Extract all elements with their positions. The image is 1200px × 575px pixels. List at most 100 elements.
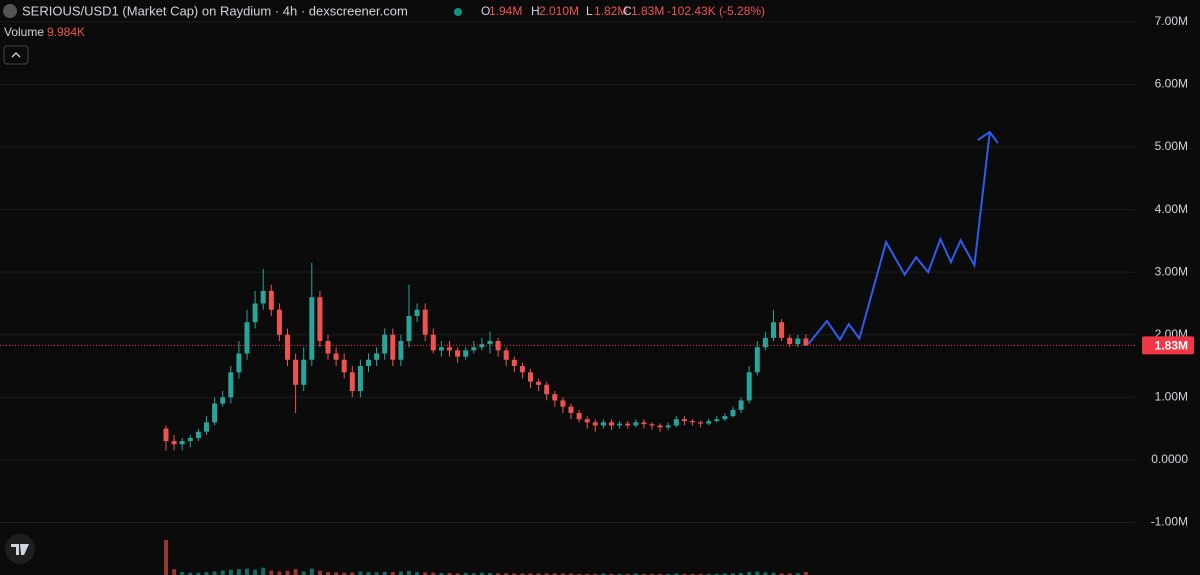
- candle-body: [163, 428, 169, 442]
- candle-body: [730, 409, 736, 417]
- candle-body: [301, 359, 307, 385]
- volume-bar: [407, 570, 411, 575]
- y-tick-label: 1.00M: [1155, 389, 1188, 403]
- candle-body: [568, 406, 574, 413]
- volume-bar: [228, 569, 233, 575]
- candle-body: [414, 309, 420, 316]
- volume-bar: [204, 572, 209, 575]
- volume-bar: [236, 569, 241, 575]
- candle-body: [382, 334, 388, 354]
- projection-line: [807, 131, 991, 345]
- volume-bar: [528, 573, 533, 575]
- candle-body: [690, 421, 695, 423]
- candle-body: [252, 303, 258, 323]
- volume-bar: [552, 573, 557, 575]
- volume-bar: [447, 572, 452, 575]
- volume-bar: [285, 570, 290, 575]
- candle-body: [536, 381, 542, 385]
- candle-body: [746, 372, 752, 401]
- volume-bar: [682, 573, 687, 575]
- candle-body: [673, 419, 679, 426]
- candle-body: [366, 359, 371, 367]
- volume-bar: [212, 571, 217, 575]
- volume-bar: [398, 571, 403, 575]
- price-label-box: [1142, 336, 1194, 355]
- candle-body: [447, 347, 452, 351]
- volume-bar: [641, 573, 646, 575]
- candle-body: [293, 359, 299, 385]
- volume-bar: [560, 573, 565, 575]
- candle-body: [649, 424, 655, 426]
- candle-body: [317, 297, 323, 341]
- logo-circle[interactable]: [5, 534, 35, 564]
- candle-body: [390, 334, 396, 360]
- candle-body: [584, 419, 590, 423]
- legend-value: 1.94M: [489, 4, 522, 18]
- candle-body: [657, 425, 663, 428]
- candle-body: [212, 403, 218, 423]
- legend-label: L: [586, 4, 593, 18]
- legend-label: C: [623, 4, 632, 18]
- volume-bar: [269, 570, 274, 575]
- candle-body: [236, 353, 242, 373]
- candle-body: [795, 338, 801, 345]
- candle-body: [698, 422, 704, 424]
- volume-bar: [609, 573, 614, 575]
- button-frame[interactable]: [3, 45, 29, 65]
- candle-body: [738, 400, 744, 410]
- logo-mark[interactable]: [11, 544, 29, 555]
- chart-title: SERIOUS/USD1 (Market Cap) on Raydium · 4…: [22, 3, 408, 18]
- volume-bar: [771, 572, 776, 575]
- volume-bar: [787, 573, 792, 575]
- volume-bar: [496, 573, 501, 575]
- volume-bar: [585, 573, 590, 575]
- volume-bar: [431, 572, 436, 575]
- candle-body: [285, 334, 290, 360]
- caret-icon[interactable]: [11, 52, 21, 58]
- tv-logo[interactable]: [5, 534, 35, 564]
- projection-arrowhead: [977, 130, 999, 144]
- candle-body: [503, 350, 509, 360]
- candle-body: [592, 422, 598, 426]
- status-dot: [454, 8, 462, 16]
- legend-value: 1.82M: [594, 4, 627, 18]
- candle-body: [641, 422, 647, 425]
- volume-bar: [390, 572, 395, 575]
- volume-bar: [164, 540, 168, 575]
- volume-bar: [690, 573, 695, 575]
- candle-body: [260, 290, 266, 304]
- volume-bar: [488, 572, 492, 575]
- volume-bar: [350, 572, 355, 575]
- candle-body: [195, 431, 201, 438]
- marks: [0, 130, 1135, 575]
- candle-body: [471, 347, 477, 351]
- candle-body: [438, 347, 444, 351]
- candle-body: [309, 297, 315, 360]
- y-tick-label: 4.00M: [1155, 202, 1188, 216]
- candle-body: [617, 423, 623, 426]
- symbol-icon: [3, 4, 17, 18]
- candle-body: [406, 315, 412, 341]
- candle-body: [463, 350, 469, 357]
- candle-body: [528, 372, 533, 382]
- candle-body: [576, 412, 582, 420]
- volume-bar: [601, 573, 606, 575]
- collapse-button[interactable]: [3, 45, 29, 65]
- price-label: 1.83M: [1155, 339, 1188, 353]
- volume-bar: [747, 572, 752, 575]
- y-tick-label: 5.00M: [1155, 139, 1188, 153]
- candle-body: [357, 366, 363, 392]
- volume-bar: [301, 571, 306, 575]
- candle-body: [325, 340, 331, 354]
- candle-body: [771, 322, 776, 338]
- candle-body: [341, 359, 347, 373]
- volume-bar: [674, 573, 679, 575]
- volume-bar: [188, 572, 193, 575]
- volume-bar: [520, 573, 525, 575]
- volume-bar: [293, 569, 298, 575]
- volume-bar: [172, 569, 177, 575]
- candle-body: [228, 372, 234, 398]
- candle-body: [455, 350, 461, 357]
- volume-bar: [755, 571, 760, 575]
